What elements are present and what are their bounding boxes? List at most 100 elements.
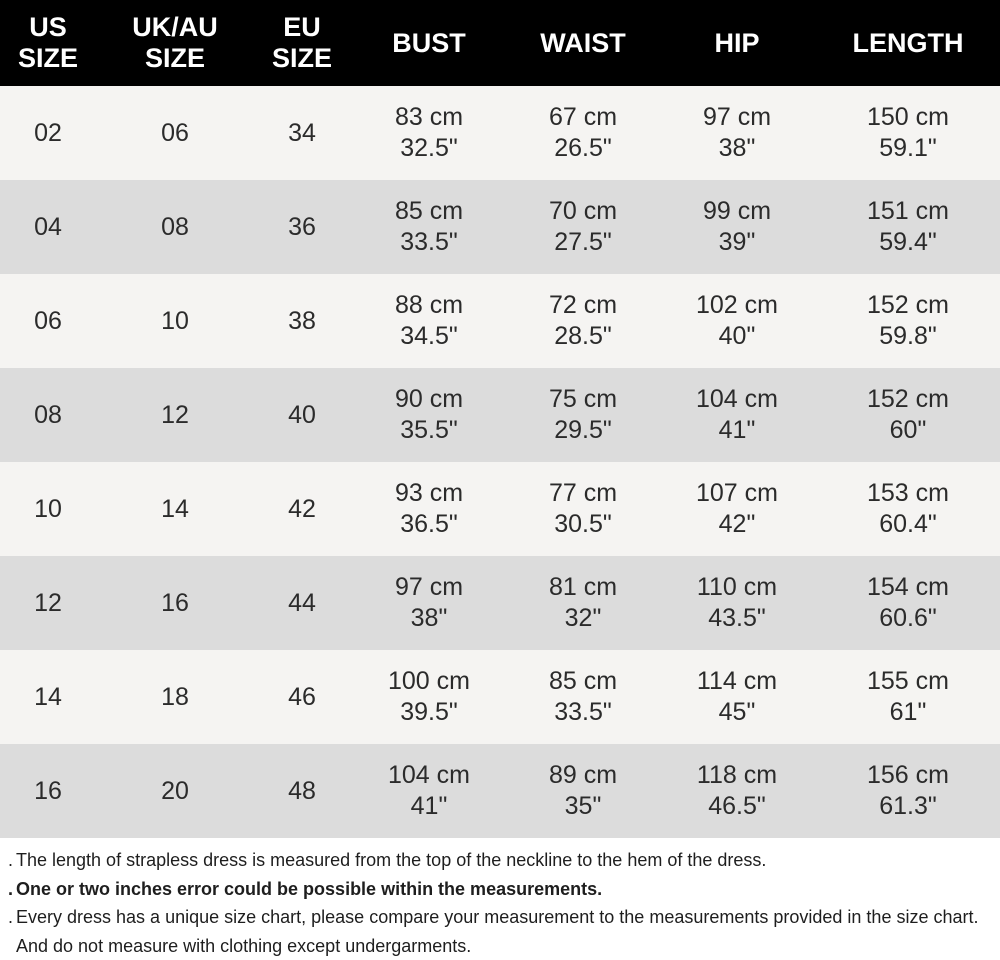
cell-waist: 81 cm 32" <box>508 572 658 634</box>
cell-bust-value: 38" <box>410 604 448 632</box>
cell-length-value: 154 cm <box>867 573 949 601</box>
cell-us: 14 <box>0 682 96 713</box>
cell-hip-value: 45" <box>718 698 756 726</box>
cell-bust-value: 41" <box>410 792 448 820</box>
bullet-dot: . <box>8 907 14 927</box>
cell-waist: 72 cm 28.5" <box>508 290 658 352</box>
cell-uk: 18 <box>96 682 254 713</box>
note-text: The length of strapless dress is measure… <box>16 850 767 870</box>
cell-length-value: 59.8" <box>879 322 937 350</box>
cell-length-value: 152 cm <box>867 385 949 413</box>
cell-waist: 85 cm 33.5" <box>508 666 658 728</box>
bullet-dot: . <box>8 850 14 870</box>
header-label: US <box>29 12 67 42</box>
cell-length-value: 60.6" <box>879 604 937 632</box>
cell-eu: 38 <box>254 306 350 337</box>
cell-us: 16 <box>0 776 96 807</box>
note-item: . The length of strapless dress is measur… <box>8 846 1000 875</box>
cell-hip-value: 38" <box>718 134 756 162</box>
cell-waist-value: 89 cm <box>548 761 618 789</box>
cell-waist-value: 30.5" <box>554 510 612 538</box>
cell-us-value: 08 <box>34 400 62 429</box>
header-label: EU <box>283 12 321 42</box>
header-us-size: US SIZE <box>0 12 96 74</box>
cell-eu-value: 46 <box>288 682 316 711</box>
cell-bust-value: 36.5" <box>400 510 458 538</box>
cell-length-value: 153 cm <box>867 479 949 507</box>
cell-hip-value: 99 cm <box>702 197 772 225</box>
cell-waist-value: 32" <box>564 604 602 632</box>
cell-waist-value: 26.5" <box>554 134 612 162</box>
cell-bust-value: 35.5" <box>400 416 458 444</box>
cell-bust: 93 cm 36.5" <box>350 478 508 540</box>
table-row: 08 12 40 90 cm 35.5" 75 cm 29.5" 104 cm 41" 152 c… <box>0 368 1000 462</box>
cell-us-value: 14 <box>34 682 62 711</box>
cell-hip-value: 102 cm <box>696 291 778 319</box>
cell-hip-value: 114 cm <box>696 667 778 695</box>
cell-eu-value: 42 <box>288 494 316 523</box>
cell-eu: 40 <box>254 400 350 431</box>
cell-bust-value: 32.5" <box>400 134 458 162</box>
cell-uk: 16 <box>96 588 254 619</box>
cell-waist: 70 cm 27.5" <box>508 196 658 258</box>
header-hip: HIP <box>658 28 816 59</box>
cell-eu: 34 <box>254 118 350 149</box>
cell-us: 12 <box>0 588 96 619</box>
cell-uk-value: 20 <box>161 776 189 805</box>
cell-us: 06 <box>0 306 96 337</box>
cell-hip-value: 43.5" <box>708 604 766 632</box>
cell-eu: 36 <box>254 212 350 243</box>
header-label: UK/AU <box>132 12 218 42</box>
cell-hip-value: 41" <box>718 416 756 444</box>
cell-bust-value: 104 cm <box>388 761 470 789</box>
cell-eu-value: 36 <box>288 212 316 241</box>
cell-waist-value: 85 cm <box>548 667 618 695</box>
cell-length: 156 cm 61.3" <box>816 760 1000 822</box>
cell-us-value: 12 <box>34 588 62 617</box>
cell-uk-value: 14 <box>161 494 189 523</box>
cell-waist-value: 81 cm <box>548 573 618 601</box>
cell-uk: 06 <box>96 118 254 149</box>
cell-length-value: 150 cm <box>867 103 949 131</box>
cell-uk: 08 <box>96 212 254 243</box>
cell-bust-value: 93 cm <box>394 479 464 507</box>
cell-length: 155 cm 61" <box>816 666 1000 728</box>
cell-us-value: 16 <box>34 776 62 805</box>
cell-length-value: 60" <box>889 416 927 444</box>
cell-us-value: 10 <box>34 494 62 523</box>
note-item: . One or two inches error could be possib… <box>8 875 1000 904</box>
cell-hip-value: 104 cm <box>696 385 778 413</box>
cell-hip-value: 46.5" <box>708 792 766 820</box>
cell-hip-value: 107 cm <box>696 479 778 507</box>
cell-length: 154 cm 60.6" <box>816 572 1000 634</box>
cell-eu: 48 <box>254 776 350 807</box>
cell-us-value: 04 <box>34 212 62 241</box>
cell-length: 153 cm 60.4" <box>816 478 1000 540</box>
cell-waist-value: 72 cm <box>548 291 618 319</box>
cell-bust-value: 33.5" <box>400 228 458 256</box>
note-text: One or two inches error could be possibl… <box>16 878 603 899</box>
cell-hip: 114 cm 45" <box>658 666 816 728</box>
cell-eu: 42 <box>254 494 350 525</box>
cell-uk-value: 10 <box>161 306 189 335</box>
cell-bust-value: 100 cm <box>388 667 470 695</box>
cell-bust-value: 83 cm <box>394 103 464 131</box>
header-waist: WAIST <box>508 28 658 59</box>
cell-waist-value: 27.5" <box>554 228 612 256</box>
cell-waist-value: 29.5" <box>554 416 612 444</box>
cell-waist: 75 cm 29.5" <box>508 384 658 446</box>
cell-bust-value: 39.5" <box>400 698 458 726</box>
header-label: BUST <box>392 27 466 58</box>
cell-bust: 104 cm 41" <box>350 760 508 822</box>
cell-uk-value: 06 <box>161 118 189 147</box>
cell-length-value: 59.1" <box>879 134 937 162</box>
cell-bust-value: 90 cm <box>394 385 464 413</box>
cell-hip: 104 cm 41" <box>658 384 816 446</box>
note-text: Every dress has a unique size chart, ple… <box>16 907 979 956</box>
cell-eu: 44 <box>254 588 350 619</box>
cell-length-value: 59.4" <box>879 228 937 256</box>
cell-waist-value: 67 cm <box>548 103 618 131</box>
header-eu-size: EU SIZE <box>254 12 350 74</box>
table-row: 12 16 44 97 cm 38" 81 cm 32" 110 cm 43.5" 154 cm 6… <box>0 556 1000 650</box>
table-row: 06 10 38 88 cm 34.5" 72 cm 28.5" 102 cm 40" 152 c… <box>0 274 1000 368</box>
